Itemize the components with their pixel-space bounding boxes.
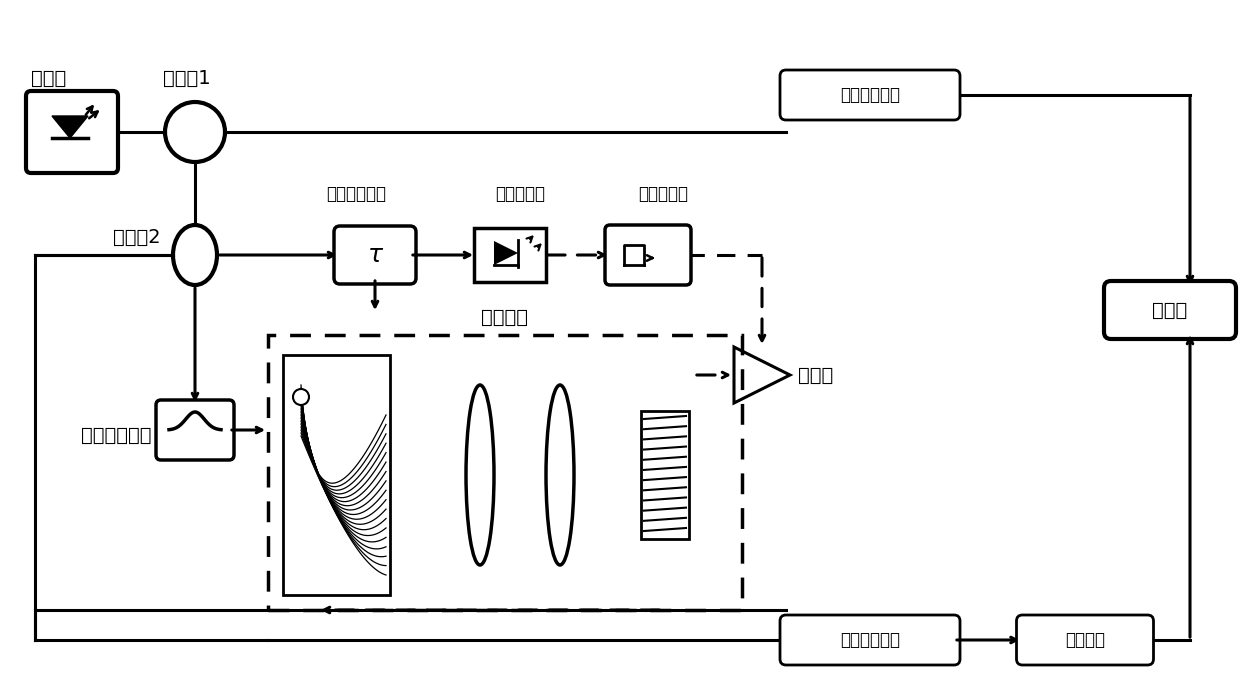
FancyBboxPatch shape — [780, 70, 960, 120]
Text: 耦合器1: 耦合器1 — [162, 69, 211, 88]
Text: 激光器: 激光器 — [31, 69, 66, 88]
Text: 自相关: 自相关 — [1152, 300, 1188, 320]
FancyBboxPatch shape — [780, 615, 960, 665]
Text: 光带通滤波器: 光带通滤波器 — [81, 426, 151, 444]
Text: 光电探测器: 光电探测器 — [495, 185, 546, 203]
Text: τ: τ — [367, 243, 382, 267]
Bar — [268, 335, 742, 610]
Text: 色散补偶光纤: 色散补偶光纤 — [839, 86, 900, 104]
FancyBboxPatch shape — [1104, 281, 1236, 339]
Text: 耦合器2: 耦合器2 — [113, 227, 161, 247]
FancyBboxPatch shape — [474, 228, 546, 282]
Bar — [641, 411, 689, 539]
Text: 光放大器: 光放大器 — [1065, 631, 1105, 649]
Polygon shape — [52, 116, 88, 138]
Circle shape — [293, 389, 309, 405]
Text: 低通滤波器: 低通滤波器 — [639, 185, 688, 203]
FancyBboxPatch shape — [26, 91, 118, 173]
Text: 色散补偶光纤: 色散补偶光纤 — [839, 631, 900, 649]
Text: 脉冲整形: 脉冲整形 — [481, 308, 528, 327]
FancyBboxPatch shape — [156, 400, 234, 460]
Text: 放大器: 放大器 — [799, 365, 833, 384]
FancyBboxPatch shape — [1017, 615, 1153, 665]
Polygon shape — [494, 241, 518, 265]
FancyBboxPatch shape — [334, 226, 415, 284]
Bar — [283, 355, 391, 595]
Text: 可调光延时线: 可调光延时线 — [326, 185, 386, 203]
FancyBboxPatch shape — [605, 225, 691, 285]
